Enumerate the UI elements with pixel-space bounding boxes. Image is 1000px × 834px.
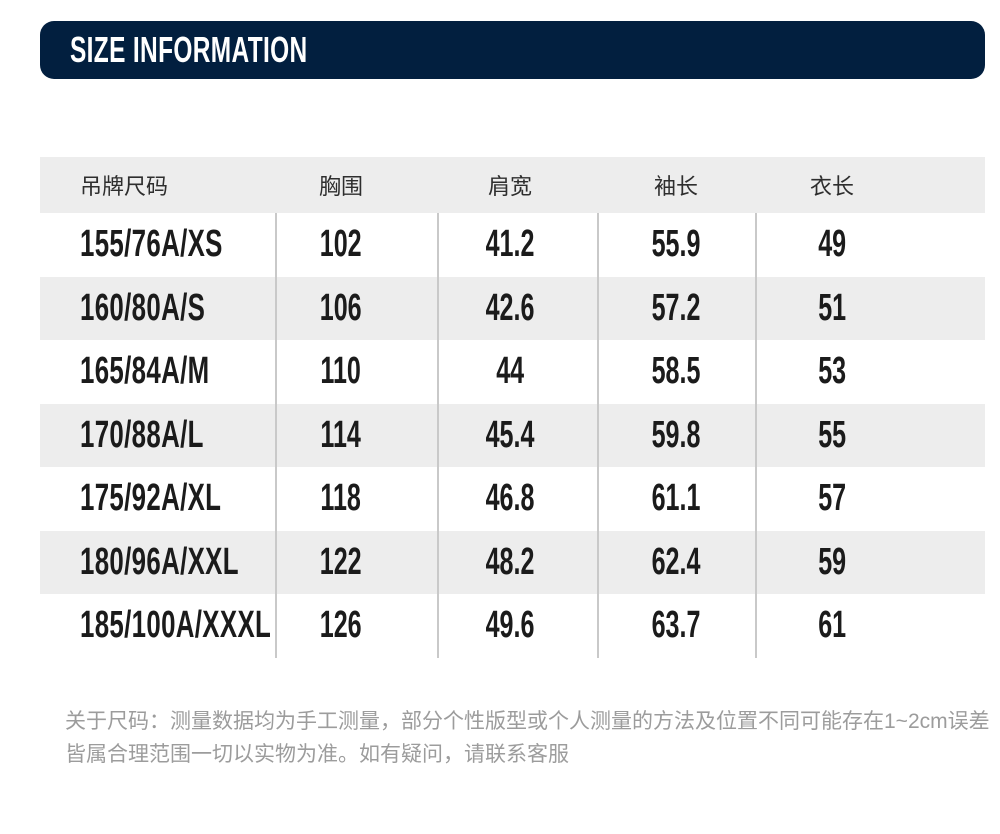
size-note-line2: 皆属合理范围一切以实物为准。如有疑问，请联系客服 [65, 743, 569, 766]
column-divider [597, 213, 599, 658]
column-divider [755, 213, 757, 658]
column-divider [275, 213, 277, 658]
sleeve-cell: 57.2 [651, 286, 701, 329]
size-table: 吊牌尺码 胸围 肩宽 袖长 衣长 155/76A/XS 102 41.2 55.… [40, 157, 985, 658]
sleeve-cell: 55.9 [651, 223, 701, 266]
table-row: 160/80A/S 106 42.6 57.2 51 [40, 276, 985, 340]
sleeve-cell: 62.4 [651, 540, 701, 583]
length-cell: 55 [818, 413, 846, 456]
table-header-row: 吊牌尺码 胸围 肩宽 袖长 衣长 [40, 157, 985, 213]
table-row: 155/76A/XS 102 41.2 55.9 49 [40, 213, 985, 277]
length-cell: 51 [818, 286, 846, 329]
table-row: 185/100A/XXXL 126 49.6 63.7 61 [40, 594, 985, 658]
header-chest: 胸围 [318, 174, 363, 199]
header-length: 衣长 [809, 174, 854, 199]
size-cell: 155/76A/XS [80, 223, 223, 266]
size-cell: 160/80A/S [80, 286, 206, 329]
table-row: 180/96A/XXL 122 48.2 62.4 59 [40, 530, 985, 594]
shoulder-cell: 42.6 [485, 286, 535, 329]
length-cell: 59 [818, 540, 846, 583]
chest-cell: 102 [320, 223, 362, 266]
size-cell: 185/100A/XXXL [80, 604, 272, 647]
length-cell: 61 [818, 604, 846, 647]
table-row: 175/92A/XL 118 46.8 61.1 57 [40, 467, 985, 531]
chest-cell: 126 [320, 604, 362, 647]
shoulder-cell: 49.6 [485, 604, 535, 647]
column-divider [437, 213, 439, 658]
length-cell: 49 [818, 223, 846, 266]
chest-cell: 114 [320, 413, 362, 456]
header-sleeve: 袖长 [653, 174, 698, 199]
section-title: SIZE INFORMATION [70, 29, 308, 70]
size-cell: 165/84A/M [80, 350, 210, 393]
size-cell: 175/92A/XL [80, 477, 222, 520]
header-size: 吊牌尺码 [80, 174, 169, 199]
size-cell: 180/96A/XXL [80, 540, 239, 583]
table-row: 170/88A/L 114 45.4 59.8 55 [40, 403, 985, 467]
shoulder-cell: 41.2 [485, 223, 535, 266]
length-cell: 53 [818, 350, 846, 393]
chest-cell: 122 [320, 540, 362, 583]
sleeve-cell: 61.1 [651, 477, 701, 520]
shoulder-cell: 48.2 [485, 540, 535, 583]
sleeve-cell: 59.8 [651, 413, 701, 456]
table-row: 165/84A/M 110 44 58.5 53 [40, 340, 985, 404]
shoulder-cell: 44 [496, 350, 524, 393]
sleeve-cell: 58.5 [651, 350, 701, 393]
size-cell: 170/88A/L [80, 413, 204, 456]
chest-cell: 110 [320, 350, 362, 393]
chest-cell: 106 [320, 286, 362, 329]
section-banner: SIZE INFORMATION [40, 21, 985, 79]
chest-cell: 118 [320, 477, 362, 520]
size-note-line1: 关于尺码：测量数据均为手工测量，部分个性版型或个人测量的方法及位置不同可能存在1… [65, 710, 990, 733]
length-cell: 57 [818, 477, 846, 520]
shoulder-cell: 46.8 [485, 477, 535, 520]
shoulder-cell: 45.4 [485, 413, 535, 456]
header-shoulder: 肩宽 [487, 174, 532, 199]
size-note: 关于尺码：测量数据均为手工测量，部分个性版型或个人测量的方法及位置不同可能存在1… [65, 705, 990, 771]
sleeve-cell: 63.7 [651, 604, 701, 647]
